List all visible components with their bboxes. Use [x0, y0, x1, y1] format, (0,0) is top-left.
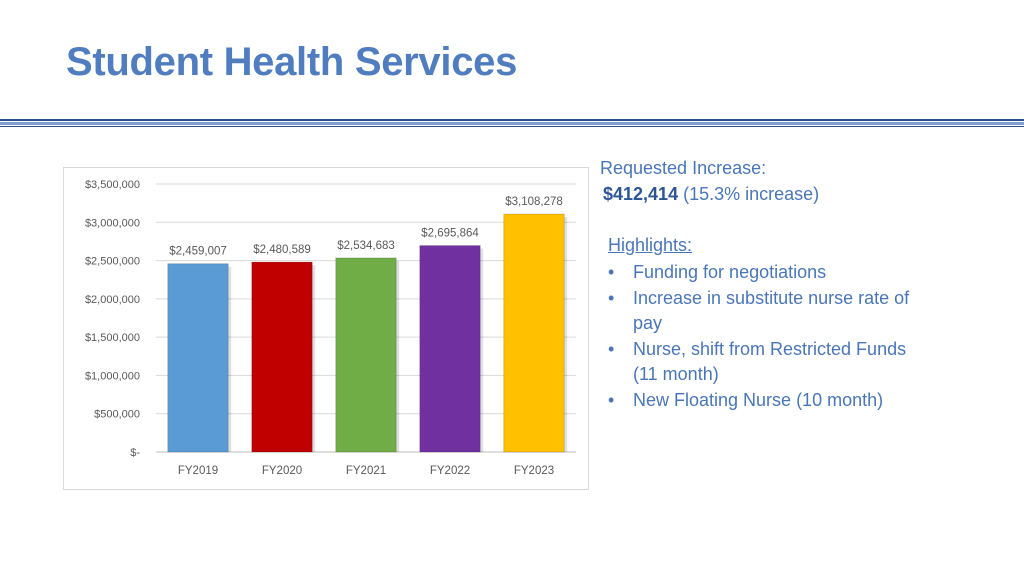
slide-title: Student Health Services [66, 40, 518, 84]
y-tick-label: $3,000,000 [85, 217, 140, 229]
bar [503, 213, 565, 453]
y-tick-label: $500,000 [94, 409, 140, 421]
x-tick-label: FY2019 [178, 465, 218, 477]
y-tick-label: $3,500,000 [85, 179, 140, 191]
data-label: $2,695,864 [421, 228, 479, 240]
bar [251, 261, 313, 453]
data-label: $3,108,278 [505, 196, 563, 208]
requested-increase-amount: $412,414 [603, 184, 679, 204]
highlight-item: • Increase in substitute nurse rate of pa… [608, 287, 910, 334]
bar [167, 263, 229, 453]
x-tick-label: FY2023 [514, 465, 554, 477]
bullet-icon: • [608, 262, 615, 282]
requested-increase-label: Requested Increase: [600, 158, 767, 178]
data-label: $2,480,589 [253, 244, 311, 256]
bar-chart: $- $500,000 $1,000,000 $1,500,000 $2,000,000… [63, 167, 589, 490]
y-tick-label: $2,000,000 [85, 294, 140, 306]
title-divider [0, 119, 1024, 128]
y-tick-label: $- [130, 447, 140, 459]
bullet-icon: • [608, 389, 615, 410]
x-tick-label: FY2020 [262, 465, 302, 477]
data-label: $2,534,683 [337, 240, 395, 252]
highlight-item: • New Floating Nurse (10 month) [608, 388, 928, 414]
bullet-icon: • [608, 338, 615, 359]
highlight-item: • Nurse, shift from Restricted Funds (11 … [608, 338, 907, 385]
x-tick-label: FY2022 [430, 465, 470, 477]
data-label: $2,459,007 [169, 246, 227, 258]
highlights-list: • Funding for negotiations • Increase in s… [608, 260, 928, 413]
y-tick-label: $1,500,000 [85, 332, 140, 344]
chart-canvas: $- $500,000 $1,000,000 $1,500,000 $2,000,000… [85, 179, 576, 477]
requested-increase-percent: (15.3% increase) [683, 184, 820, 204]
y-tick-label: $2,500,000 [85, 256, 140, 268]
highlights-heading: Highlights: [608, 235, 693, 255]
y-tick-label: $1,000,000 [85, 370, 140, 382]
bar [335, 257, 397, 453]
bar [419, 245, 481, 453]
bullet-icon: • [608, 287, 615, 308]
highlight-item: • Funding for negotiations [608, 260, 928, 286]
requested-increase-line: $412,414 (15.3% increase) [603, 184, 819, 205]
x-tick-label: FY2021 [346, 465, 386, 477]
